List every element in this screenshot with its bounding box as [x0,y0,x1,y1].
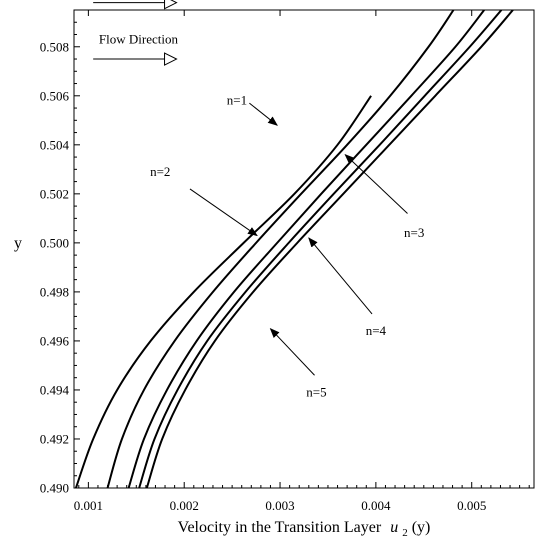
x-axis-title: Velocity in the Transition Layer u 2 (y) [178,519,431,540]
x-axis-title-symbol: u [390,519,398,536]
x-tick-label: 0.001 [74,498,103,513]
x-axis-title-text: Velocity in the Transition Layer [178,519,382,536]
x-tick-label: 0.005 [457,498,486,513]
y-tick-label: 0.500 [40,235,69,250]
y-tick-label: 0.494 [40,382,70,397]
y-tick-label: 0.502 [40,186,69,201]
x-tick-label: 0.004 [361,498,391,513]
series-line-n2 [106,10,455,488]
annotations: n=1 n=2 n=3 n=4 n=5 [150,93,424,400]
series-line-n4 [138,10,503,488]
y-tick-label: 0.492 [40,431,69,446]
annotation-arrow [308,237,373,315]
x-tick-labels: 0.001 0.002 0.003 0.004 0.005 [74,498,487,513]
x-axis-title-argument: (y) [412,519,431,536]
annotation-label: n=1 [227,93,247,108]
y-tick-label: 0.504 [40,137,70,152]
flow-arrow-head [164,0,178,10]
y-tick-label: 0.506 [40,88,70,103]
annotation-label: n=3 [404,225,424,240]
y-tick-label: 0.490 [40,481,69,496]
y-axis-title: y [14,235,22,252]
y-tick-labels: 0.490 0.492 0.494 0.496 0.498 0.500 0.502 0.504… [40,39,70,495]
annotation-label: n=5 [306,384,326,399]
series-line-n3 [127,10,485,488]
annotation-arrow [269,327,315,376]
series-line-n5 [145,10,514,488]
annotation-label: n=2 [150,164,170,179]
annotation-arrow [344,153,408,214]
y-tick-label: 0.498 [40,284,69,299]
plot-area-frame [73,9,535,489]
x-tick-label: 0.003 [265,498,294,513]
flow-direction: Flow Direction [93,0,179,66]
annotation-arrow [249,102,278,126]
y-tick-label: 0.496 [40,333,70,348]
series-lines [74,10,514,488]
y-tick-label: 0.508 [40,39,69,54]
flow-arrow-head [164,52,178,66]
x-axis-title-subscript: 2 [402,527,408,539]
tick-marks [74,9,530,489]
annotation-arrow [189,188,258,237]
flow-direction-label: Flow Direction [99,31,179,46]
x-tick-label: 0.002 [170,498,199,513]
annotation-label: n=4 [366,323,387,338]
series-line-n1 [74,95,372,488]
